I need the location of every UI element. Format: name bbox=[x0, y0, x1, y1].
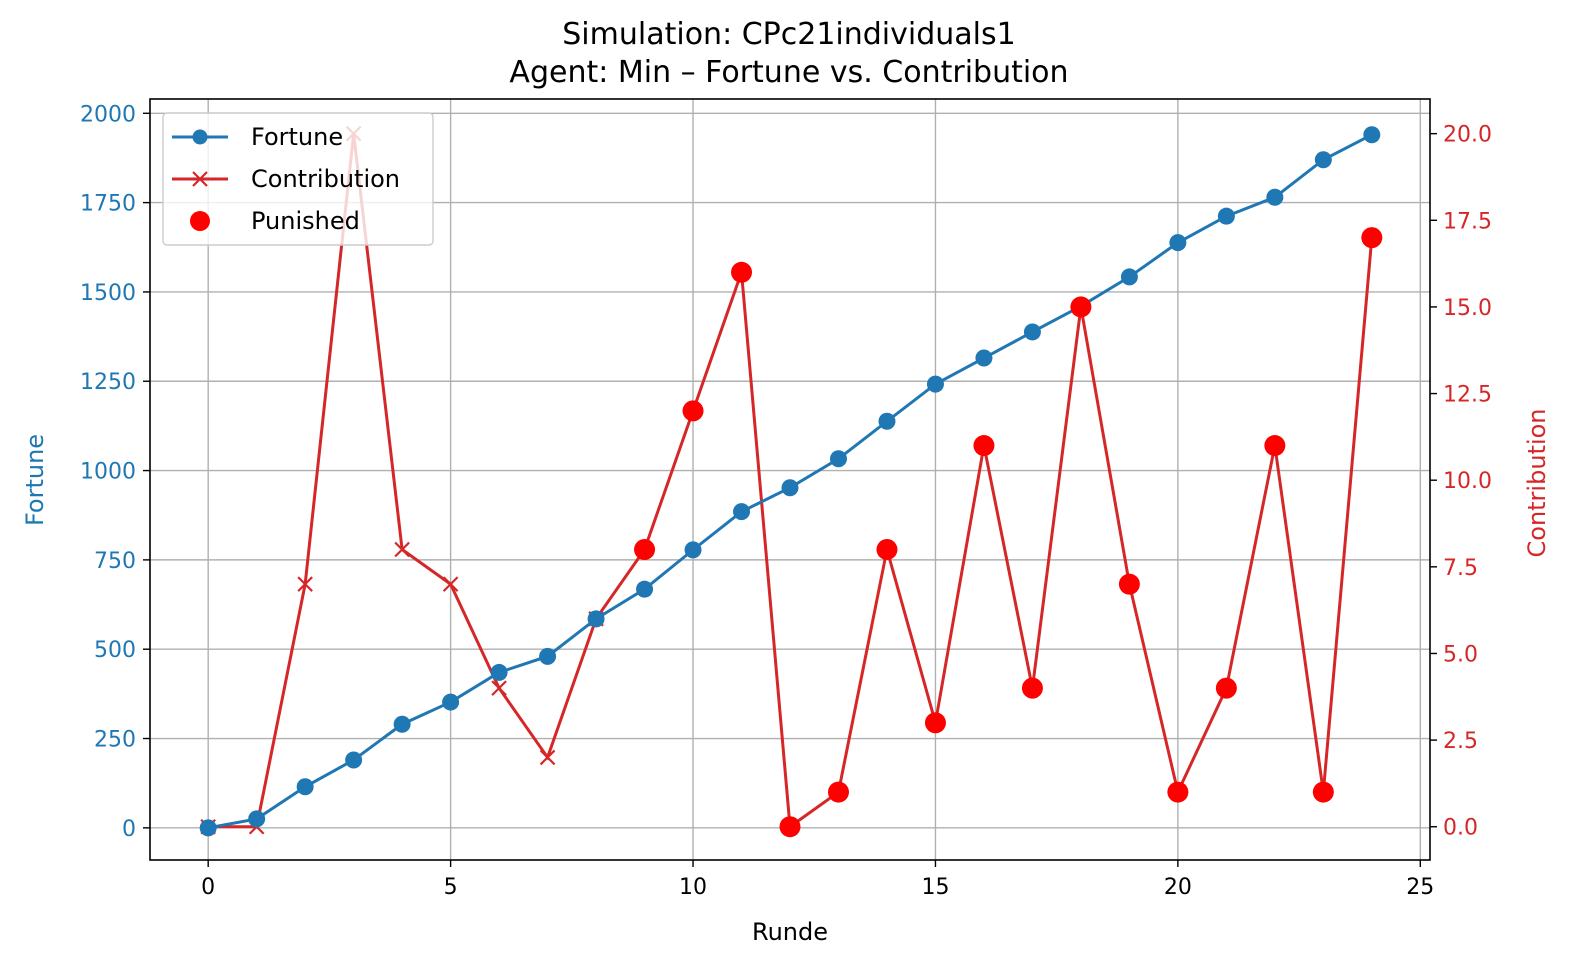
fortune-marker bbox=[829, 450, 847, 468]
x-tick-label: 20 bbox=[1164, 875, 1192, 900]
fortune-marker bbox=[926, 375, 944, 393]
fortune-marker bbox=[490, 663, 508, 681]
y-right-tick-label: 20.0 bbox=[1443, 123, 1492, 148]
y-right-tick-label: 7.5 bbox=[1443, 556, 1478, 581]
x-tick-label: 25 bbox=[1406, 875, 1434, 900]
legend-punished-label: Punished bbox=[251, 207, 360, 235]
punished-marker bbox=[1167, 781, 1189, 803]
contribution-marker bbox=[394, 541, 410, 558]
y-right-axis-label: Contribution bbox=[1523, 408, 1551, 557]
fortune-marker bbox=[1217, 207, 1235, 225]
x-axis-ticks: 0 5 10 15 20 25 bbox=[201, 860, 1434, 900]
punished-marker bbox=[731, 261, 753, 283]
legend-contribution-marker bbox=[192, 171, 208, 187]
y-right-tick-label: 15.0 bbox=[1443, 296, 1492, 321]
punished-marker bbox=[1021, 677, 1043, 699]
contribution-marker bbox=[442, 576, 459, 592]
y-left-tick-label: 1000 bbox=[80, 460, 136, 485]
legend: Fortune Contribution Punished bbox=[162, 112, 434, 246]
fortune-marker bbox=[1266, 188, 1284, 206]
y-left-axis-label: Fortune bbox=[21, 434, 49, 526]
y-right-tick-label: 0.0 bbox=[1443, 816, 1478, 841]
fortune-marker bbox=[878, 412, 896, 430]
punished-marker bbox=[973, 435, 995, 457]
x-tick-label: 10 bbox=[679, 875, 707, 900]
y-left-tick-label: 1500 bbox=[80, 281, 136, 306]
y-left-tick-label: 250 bbox=[94, 728, 136, 753]
fortune-marker bbox=[296, 778, 314, 796]
x-tick-label: 5 bbox=[444, 875, 458, 900]
fortune-marker bbox=[975, 349, 993, 367]
y-right-axis-ticks: 0.0 2.5 5.0 7.5 10.0 12.5 15.0 17.5 20.0 bbox=[1430, 123, 1492, 841]
punished-marker bbox=[827, 781, 849, 803]
x-tick-label: 0 bbox=[201, 875, 215, 900]
fortune-marker bbox=[636, 580, 654, 598]
fortune-marker bbox=[781, 479, 799, 497]
y-right-tick-label: 2.5 bbox=[1443, 729, 1478, 754]
punished-marker bbox=[634, 539, 656, 561]
fortune-marker bbox=[1169, 234, 1187, 252]
legend-fortune-label: Fortune bbox=[251, 123, 343, 151]
y-right-tick-label: 17.5 bbox=[1443, 209, 1492, 234]
legend-fortune-marker bbox=[192, 129, 208, 145]
fortune-marker bbox=[442, 693, 460, 711]
punished-marker bbox=[682, 400, 704, 422]
punished-marker bbox=[1361, 227, 1383, 249]
y-right-tick-label: 10.0 bbox=[1443, 469, 1492, 494]
contribution-marker bbox=[491, 680, 507, 696]
y-left-axis-ticks: 0 250 500 750 1000 1250 1500 1750 2000 bbox=[80, 102, 150, 842]
legend-punished-marker bbox=[190, 211, 210, 231]
contribution-marker bbox=[539, 749, 556, 766]
y-left-tick-label: 750 bbox=[94, 549, 136, 574]
punished-series bbox=[634, 227, 1383, 838]
fortune-marker bbox=[1314, 151, 1332, 169]
x-axis-label: Runde bbox=[752, 918, 828, 946]
punished-marker bbox=[1118, 573, 1140, 595]
grid bbox=[150, 99, 1430, 860]
y-left-tick-label: 1250 bbox=[80, 370, 136, 395]
punished-marker bbox=[1264, 435, 1286, 457]
punished-marker bbox=[1312, 781, 1334, 803]
fortune-marker bbox=[587, 610, 605, 628]
fortune-series bbox=[199, 126, 1381, 837]
fortune-marker bbox=[1023, 323, 1041, 341]
legend-contribution-label: Contribution bbox=[251, 165, 400, 193]
fortune-marker bbox=[684, 541, 702, 559]
punished-marker bbox=[924, 712, 946, 734]
punished-marker bbox=[876, 539, 898, 561]
y-right-tick-label: 5.0 bbox=[1443, 642, 1478, 667]
chart-title-line1: Simulation: CPc21individuals1 bbox=[562, 17, 1015, 52]
fortune-marker bbox=[1363, 126, 1381, 144]
contribution-marker bbox=[297, 576, 313, 592]
x-tick-label: 15 bbox=[921, 875, 949, 900]
punished-marker bbox=[779, 816, 801, 838]
legend-box bbox=[162, 112, 434, 246]
fortune-marker bbox=[1120, 268, 1138, 286]
fortune-marker bbox=[393, 715, 411, 733]
fortune-marker bbox=[199, 819, 217, 837]
fortune-marker bbox=[248, 810, 266, 828]
y-left-tick-label: 2000 bbox=[80, 102, 136, 127]
fortune-marker bbox=[733, 503, 751, 521]
y-left-tick-label: 500 bbox=[94, 638, 136, 663]
punished-marker bbox=[1215, 677, 1237, 699]
y-left-tick-label: 1750 bbox=[80, 192, 136, 217]
fortune-marker bbox=[539, 647, 557, 665]
punished-marker bbox=[1070, 296, 1092, 318]
chart-title-line2: Agent: Min – Fortune vs. Contribution bbox=[509, 55, 1068, 90]
fortune-marker bbox=[345, 751, 363, 769]
y-left-tick-label: 0 bbox=[122, 817, 136, 842]
y-right-tick-label: 12.5 bbox=[1443, 383, 1492, 408]
